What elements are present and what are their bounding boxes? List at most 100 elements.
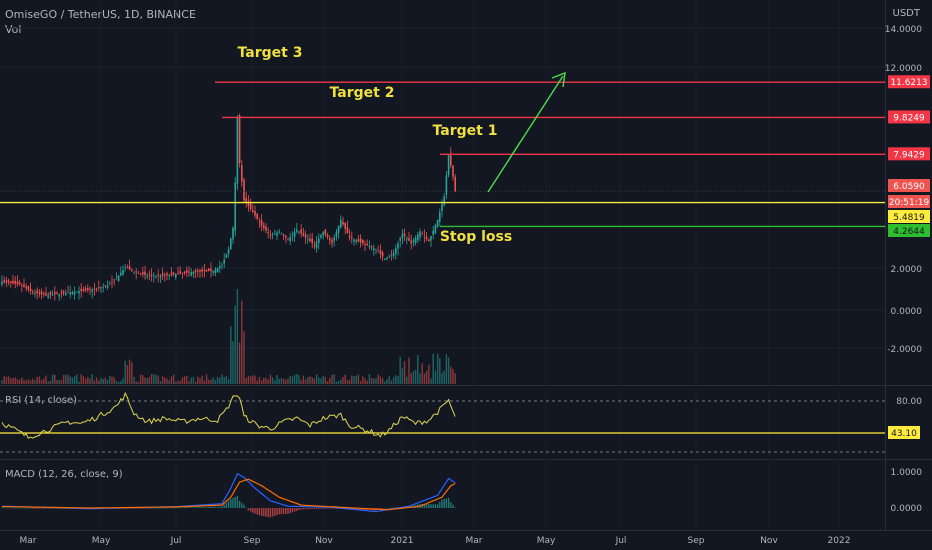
volume-bar: [60, 380, 63, 384]
volume-bar: [122, 378, 124, 384]
arrow-head: [551, 71, 566, 88]
volume-bar: [304, 379, 307, 384]
macd-hist-bar: [379, 508, 382, 510]
volume-bar: [445, 354, 448, 384]
macd-hist-bar: [443, 498, 445, 508]
time-axis-tick: Jul: [170, 536, 182, 546]
macd-hist-bar: [197, 507, 199, 508]
candle-body: [291, 234, 294, 236]
macd-hist-bar: [390, 507, 393, 509]
macd-hist-bar: [159, 507, 162, 509]
candle-body: [122, 269, 124, 275]
candle-body: [252, 210, 254, 212]
volume-bar: [423, 373, 426, 384]
macd-hist-bar: [232, 497, 234, 508]
volume-bar: [51, 374, 54, 384]
volume-bar: [285, 379, 287, 384]
volume-bar: [98, 380, 100, 384]
candle-body: [188, 271, 190, 273]
volume-bar: [307, 377, 309, 384]
candle-body: [69, 292, 71, 295]
macd-hist-bar: [175, 507, 177, 509]
candle-body: [219, 266, 221, 269]
volume-bar: [177, 380, 179, 384]
volume-bars: [1, 289, 456, 384]
volume-bar: [403, 361, 406, 384]
candle-body: [106, 285, 109, 288]
macd-hist-bar: [450, 502, 452, 508]
candle-body: [126, 267, 129, 269]
candle-body: [109, 283, 111, 285]
volume-bar: [434, 370, 437, 384]
volume-bar: [133, 376, 135, 384]
macd-hist-bar: [247, 508, 250, 511]
candle-body: [454, 176, 456, 192]
volume-bar: [230, 326, 232, 384]
volume-bar: [148, 376, 151, 384]
volume-bar: [359, 380, 362, 384]
time-axis-tick: Sep: [244, 536, 261, 546]
macd-hist-bar: [309, 508, 311, 510]
candle-body: [359, 238, 362, 243]
candle-body: [346, 227, 349, 234]
candle-body: [362, 240, 364, 244]
macd-hist-bar: [326, 508, 329, 509]
candle-body: [282, 234, 285, 236]
macd-hist-bar: [172, 507, 175, 509]
volume-label[interactable]: Vol: [5, 23, 22, 36]
candle-body: [54, 292, 56, 295]
volume-bar: [331, 374, 333, 384]
currency-label[interactable]: USDT: [892, 8, 920, 19]
volume-bar: [95, 377, 98, 384]
candle-body: [102, 286, 104, 288]
macd-hist-bar: [238, 500, 241, 508]
candle-body: [375, 249, 377, 251]
candles: [1, 113, 456, 301]
candle-body: [199, 269, 201, 272]
macd-hist-bar: [148, 507, 151, 509]
macd-hist-bar: [441, 499, 443, 508]
candle-body: [25, 286, 27, 289]
volume-bar: [245, 378, 247, 384]
macd-hist-bar: [311, 508, 313, 510]
candle-body: [14, 280, 16, 284]
candle-body: [27, 286, 30, 290]
candle-body: [452, 165, 454, 177]
candle-body: [205, 269, 208, 272]
volume-bar: [430, 378, 432, 384]
candle-body: [170, 272, 173, 275]
volume-bar: [142, 375, 144, 384]
candle-body: [164, 275, 166, 277]
volume-bar: [287, 378, 289, 384]
macd-hist-bar: [423, 503, 426, 508]
volume-bar: [399, 356, 401, 384]
volume-bar: [10, 378, 12, 384]
macd-hist-bar: [454, 507, 456, 508]
rsi-tick: 80.00: [896, 397, 922, 407]
price-tag: [888, 210, 930, 223]
macd-hist-bar: [381, 508, 384, 509]
candle-body: [254, 211, 256, 216]
candle-body: [313, 245, 316, 246]
annotation-label: Target 3: [238, 45, 303, 61]
symbol-title[interactable]: OmiseGO / TetherUS, 1D, BINANCE: [5, 8, 196, 21]
macd-hist-bar: [430, 504, 432, 508]
candle-body: [434, 225, 437, 234]
macd-hist-bar: [139, 508, 142, 509]
candle-body: [302, 233, 305, 236]
candle-body: [247, 201, 250, 207]
volume-bar: [49, 380, 52, 384]
volume-bar: [14, 377, 16, 384]
macd-hist-bar: [155, 507, 157, 509]
macd-hist-bar: [432, 504, 434, 508]
macd-hist-bar: [14, 507, 16, 509]
candle-body: [296, 229, 298, 232]
macd-hist-bar: [245, 507, 247, 509]
macd-hist-bar: [333, 508, 335, 509]
candle-body: [179, 271, 181, 274]
candle-body: [133, 271, 135, 273]
candle-body: [43, 293, 45, 295]
candle-body: [241, 164, 243, 182]
macd-hist-bar: [161, 507, 164, 509]
